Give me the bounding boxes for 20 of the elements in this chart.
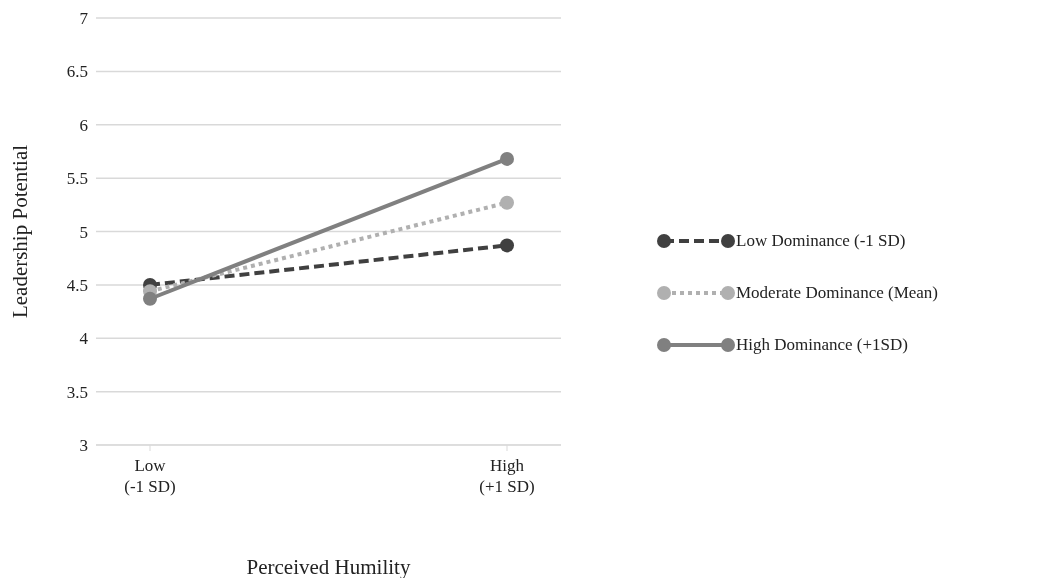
point <box>143 291 157 306</box>
y-tick-label: 3.5 <box>66 382 88 402</box>
legend-label: High Dominance (+1SD) <box>736 335 909 355</box>
x-axis-title: Perceived Humility <box>246 555 411 579</box>
point <box>500 238 514 253</box>
x-tick-label: High (+1 SD) <box>479 456 535 496</box>
y-tick-label: 6 <box>79 115 88 135</box>
y-axis-title: Leadership Potential <box>8 144 33 319</box>
point <box>500 195 514 210</box>
y-tick-label: 5.5 <box>66 169 88 189</box>
x-tick-label: Low (-1 SD) <box>124 456 176 496</box>
y-tick-label: 6.5 <box>66 62 88 82</box>
legend-label: Low Dominance (-1 SD) <box>736 231 906 251</box>
legend-label: Moderate Dominance (Mean) <box>736 283 939 303</box>
y-tick-label: 7 <box>79 9 89 29</box>
y-tick-label: 3 <box>79 436 88 456</box>
y-tick-label: 5 <box>79 222 88 242</box>
y-tick-label: 4 <box>79 329 89 349</box>
point <box>500 151 514 166</box>
y-tick-label: 4.5 <box>66 275 88 295</box>
